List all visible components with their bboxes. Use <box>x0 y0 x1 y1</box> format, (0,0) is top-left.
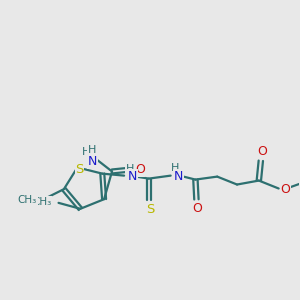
Text: CH₃: CH₃ <box>18 195 37 205</box>
Text: H: H <box>170 163 179 173</box>
Text: O: O <box>193 202 202 215</box>
Text: S: S <box>146 203 154 216</box>
Text: O: O <box>257 145 267 158</box>
Text: H: H <box>126 164 134 174</box>
Text: O: O <box>135 163 145 176</box>
Text: N: N <box>85 153 95 166</box>
Text: N: N <box>128 170 137 183</box>
Text: CH₃: CH₃ <box>32 197 52 207</box>
Text: H: H <box>88 145 96 155</box>
Text: O: O <box>280 183 290 196</box>
Text: N: N <box>174 170 183 183</box>
Text: N: N <box>88 155 97 168</box>
Text: S: S <box>75 163 84 176</box>
Text: H: H <box>82 147 90 157</box>
